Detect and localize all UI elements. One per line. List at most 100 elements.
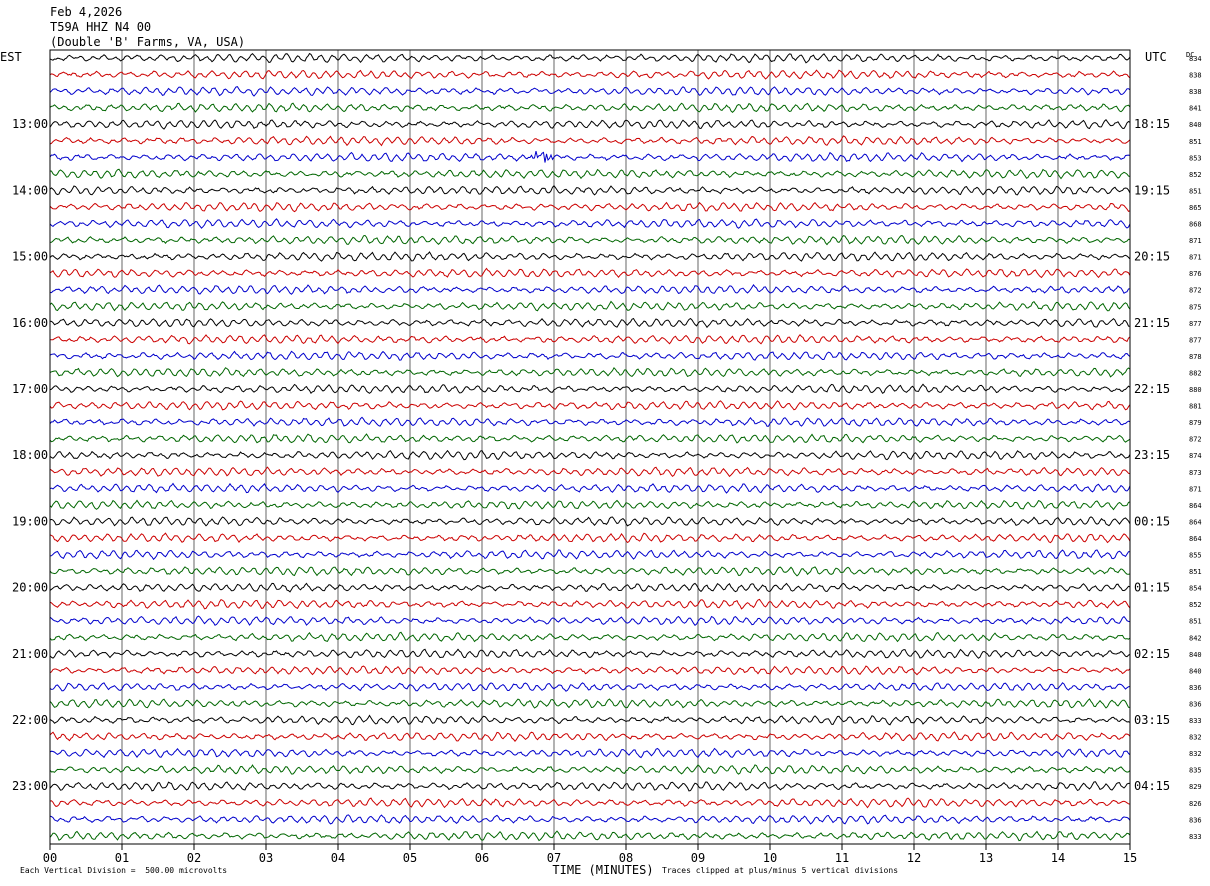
dc-offset-label: 842 xyxy=(1189,634,1202,642)
dc-offset-label: 878 xyxy=(1189,353,1202,361)
seismic-trace xyxy=(49,218,1131,229)
station-label: T59A HHZ N4 00 xyxy=(50,20,152,34)
x-tick-label: 11 xyxy=(835,851,849,865)
seismic-trace xyxy=(49,648,1131,659)
seismic-trace xyxy=(49,566,1131,577)
dc-offset-label: 876 xyxy=(1189,270,1202,278)
seismic-trace xyxy=(49,284,1131,295)
dc-offset-label: 853 xyxy=(1189,154,1202,162)
dc-offset-label: 840 xyxy=(1189,651,1202,659)
minute-grid xyxy=(49,50,1131,850)
seismic-trace xyxy=(49,400,1131,411)
seismic-trace xyxy=(49,168,1131,180)
seismic-trace xyxy=(49,350,1131,361)
dc-offset-label: 826 xyxy=(1189,800,1202,808)
hour-label-utc: 02:15 xyxy=(1134,647,1170,661)
seismic-trace xyxy=(49,185,1131,196)
x-tick-label: 07 xyxy=(547,851,561,865)
hour-label-est: 23:00 xyxy=(12,779,48,793)
seismic-trace xyxy=(49,300,1131,312)
hour-label-utc: 01:15 xyxy=(1134,581,1170,595)
x-tick-label: 08 xyxy=(619,851,633,865)
dc-offset-label: 838 xyxy=(1189,88,1202,96)
hour-label-est: 19:00 xyxy=(12,514,48,528)
x-tick-label: 06 xyxy=(475,851,489,865)
dc-offset-label: 864 xyxy=(1189,502,1202,510)
seismic-trace xyxy=(49,631,1131,643)
x-axis-label: TIME (MINUTES) xyxy=(552,863,653,877)
seismic-trace xyxy=(49,615,1131,627)
seismic-trace xyxy=(49,549,1131,561)
x-tick-label: 03 xyxy=(259,851,273,865)
dc-offset-label: 877 xyxy=(1189,320,1202,328)
plot-frame xyxy=(49,49,1131,845)
dc-offset-label: 833 xyxy=(1189,833,1202,841)
seismic-trace xyxy=(49,317,1131,329)
dc-offset-label: 835 xyxy=(1189,767,1202,775)
seismic-trace xyxy=(49,383,1131,395)
seismic-trace xyxy=(49,516,1131,527)
hour-label-utc: 19:15 xyxy=(1134,183,1170,197)
seismic-trace xyxy=(49,69,1131,80)
hour-label-utc: 03:15 xyxy=(1134,713,1170,727)
seismic-trace xyxy=(49,731,1131,742)
hour-label-est: 21:00 xyxy=(12,647,48,661)
date-label: Feb 4,2026 xyxy=(50,5,123,19)
dc-offset-label: 836 xyxy=(1189,684,1202,692)
clip-note: Traces clipped at plus/minus 5 vertical … xyxy=(662,866,899,875)
hour-label-est: 17:00 xyxy=(12,382,48,396)
seismic-trace xyxy=(49,682,1131,692)
seismic-trace xyxy=(49,267,1131,279)
hour-label-utc: 18:15 xyxy=(1134,117,1170,131)
x-tick-label: 01 xyxy=(115,851,129,865)
dc-offset-label: 852 xyxy=(1189,601,1202,609)
seismic-trace xyxy=(49,366,1131,378)
dc-offset-label: 834 xyxy=(1189,55,1202,63)
x-tick-label: 05 xyxy=(403,851,417,865)
dc-offset-label: 833 xyxy=(1189,717,1202,725)
seismic-trace xyxy=(49,135,1131,147)
seismic-trace xyxy=(49,416,1131,427)
dc-offset-label: 832 xyxy=(1189,750,1202,758)
seismic-trace xyxy=(49,251,1131,262)
seismic-trace xyxy=(49,201,1131,213)
hour-label-est: 16:00 xyxy=(12,316,48,330)
dc-offset-label: 874 xyxy=(1189,452,1202,460)
dc-offset-label: 836 xyxy=(1189,700,1202,708)
dc-offset-label: 873 xyxy=(1189,469,1202,477)
dc-offset-label: 875 xyxy=(1189,303,1202,311)
dc-offset-label: 854 xyxy=(1189,585,1202,593)
dc-offset-label: 852 xyxy=(1189,171,1202,179)
seismic-trace xyxy=(49,714,1131,726)
dc-offset-label: 868 xyxy=(1189,221,1202,229)
hour-label-utc: 21:15 xyxy=(1134,316,1170,330)
hour-label-est: 20:00 xyxy=(12,581,48,595)
seismic-trace xyxy=(49,532,1131,544)
dc-offset-label: 879 xyxy=(1189,419,1202,427)
dc-offset-label: 865 xyxy=(1189,204,1202,212)
dc-offset-label: 838 xyxy=(1189,72,1202,80)
seismic-trace xyxy=(49,449,1131,461)
dc-offset-label: 871 xyxy=(1189,237,1202,245)
right-timezone-label: UTC xyxy=(1145,50,1167,64)
seismic-trace xyxy=(49,764,1131,775)
hour-label-est: 13:00 xyxy=(12,117,48,131)
seismic-trace xyxy=(49,499,1131,511)
seismic-trace xyxy=(49,102,1131,113)
x-tick-label: 10 xyxy=(763,851,777,865)
x-tick-label: 02 xyxy=(187,851,201,865)
seismic-trace xyxy=(49,781,1130,792)
hour-label-utc: 22:15 xyxy=(1134,382,1170,396)
dc-offset-label: 855 xyxy=(1189,552,1202,560)
seismic-trace xyxy=(49,598,1131,610)
dc-offset-label: 864 xyxy=(1189,518,1202,526)
seismic-trace xyxy=(49,482,1131,494)
dc-offset-label: 880 xyxy=(1189,386,1202,394)
x-tick-label: 13 xyxy=(979,851,993,865)
seismic-trace xyxy=(49,150,1131,163)
x-tick-label: 12 xyxy=(907,851,921,865)
hour-label-est: 18:00 xyxy=(12,448,48,462)
x-tick-label: 15 xyxy=(1123,851,1137,865)
dc-offset-label: 851 xyxy=(1189,138,1202,146)
